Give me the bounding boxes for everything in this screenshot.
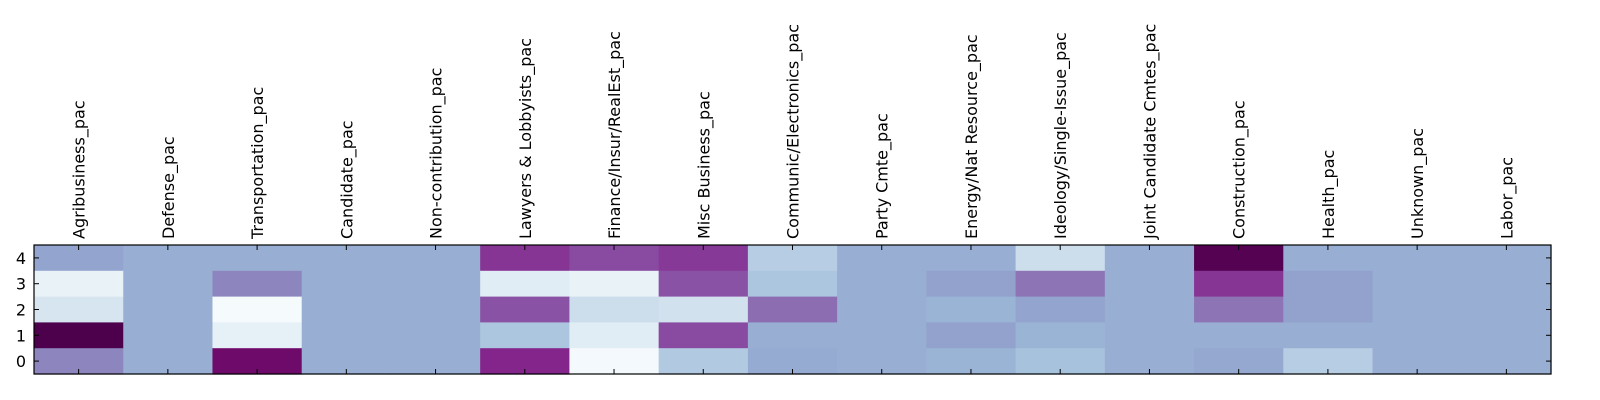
heatmap-cell [837, 296, 927, 323]
heatmap-cell [569, 322, 660, 349]
heatmap-cell [1461, 270, 1552, 298]
x-tick-label: Party Cmte_pac [873, 113, 893, 239]
heatmap-cell [1372, 322, 1463, 349]
heatmap-cell [123, 296, 214, 323]
x-tick-label: Candidate_pac [337, 120, 357, 239]
x-axis-ticks: Agribusiness_pac Defense_pac Transportatio… [70, 24, 1517, 374]
heatmap-cell [34, 270, 124, 298]
heatmap-cell [1015, 322, 1106, 349]
heatmap-cell [123, 270, 214, 298]
y-tick-label: 3 [16, 275, 26, 294]
heatmap-cell [926, 270, 1017, 298]
x-tick-label: Non-contribution_pac [427, 68, 447, 239]
heatmap-cell [1461, 322, 1552, 349]
x-tick-label: Ideology/Single-Issue_pac [1051, 32, 1071, 239]
heatmap-cell [301, 322, 392, 349]
heatmap-cell [1104, 296, 1195, 323]
heatmap-cells [34, 245, 1552, 375]
heatmap-cell [658, 270, 749, 298]
heatmap-cell [1283, 270, 1374, 298]
x-tick-label: Communic/Electronics_pac [784, 24, 804, 239]
heatmap-cell [1194, 270, 1284, 298]
heatmap-cell [926, 296, 1017, 323]
heatmap-cell [212, 322, 303, 349]
x-tick-label: Joint Candidate Cmtes_pac [1140, 24, 1160, 240]
y-axis-ticks: 4 3 2 1 0 [16, 249, 1551, 371]
heatmap-cell [1372, 270, 1463, 298]
x-tick-label: Agribusiness_pac [70, 100, 90, 239]
heatmap-cell [1372, 296, 1463, 323]
x-tick-label: Unknown_pac [1408, 128, 1428, 239]
heatmap-cell [480, 296, 571, 323]
plot-frame [33, 244, 1552, 375]
y-tick-label: 1 [16, 326, 26, 345]
heatmap-cell [926, 322, 1017, 349]
heatmap-cell [1194, 296, 1284, 323]
x-tick-label: Misc Business_pac [694, 91, 714, 239]
x-tick-label: Finance/Insur/RealEst_pac [605, 31, 625, 239]
heatmap-cell [1104, 270, 1195, 298]
heatmap-cell [123, 322, 214, 349]
heatmap-cell [1104, 322, 1195, 349]
y-tick-label: 0 [16, 352, 26, 371]
heatmap-cell [837, 322, 927, 349]
heatmap-cell [747, 270, 838, 298]
heatmap-cell [212, 296, 303, 323]
x-tick-label: Defense_pac [159, 136, 179, 239]
x-tick-label: Construction_pac [1230, 100, 1250, 239]
x-tick-label: Transportation_pac [248, 87, 268, 240]
x-tick-label: Lawyers & Lobbyists_pac [516, 38, 536, 239]
heatmap-cell [1015, 296, 1106, 323]
heatmap-cell [301, 270, 392, 298]
heatmap-cell [1283, 296, 1374, 323]
heatmap-cell [34, 322, 124, 349]
heatmap-cell [390, 296, 481, 323]
x-tick-label: Energy/Nat Resource_pac [962, 34, 982, 239]
heatmap-cell [658, 322, 749, 349]
heatmap-cell [747, 322, 838, 349]
heatmap-cell [837, 270, 927, 298]
y-tick-label: 4 [16, 249, 26, 268]
heatmap-cell [301, 296, 392, 323]
heatmap-cell [658, 296, 749, 323]
x-tick-label: Labor_pac [1497, 157, 1517, 239]
heatmap-cell [1461, 296, 1552, 323]
y-tick-label: 2 [16, 301, 26, 320]
heatmap-cell [480, 322, 571, 349]
heatmap-cell [390, 322, 481, 349]
x-tick-label: Health_pac [1319, 150, 1339, 239]
heatmap-cell [747, 296, 838, 323]
heatmap-cell [390, 270, 481, 298]
heatmap-cell [480, 270, 571, 298]
heatmap-cell [569, 270, 660, 298]
heatmap-cell [212, 270, 303, 298]
heatmap-cell [1194, 322, 1284, 349]
heatmap-cell [1015, 270, 1106, 298]
heatmap-cell [1283, 322, 1374, 349]
heatmap-cell [34, 296, 124, 323]
heatmap-cell [569, 296, 660, 323]
